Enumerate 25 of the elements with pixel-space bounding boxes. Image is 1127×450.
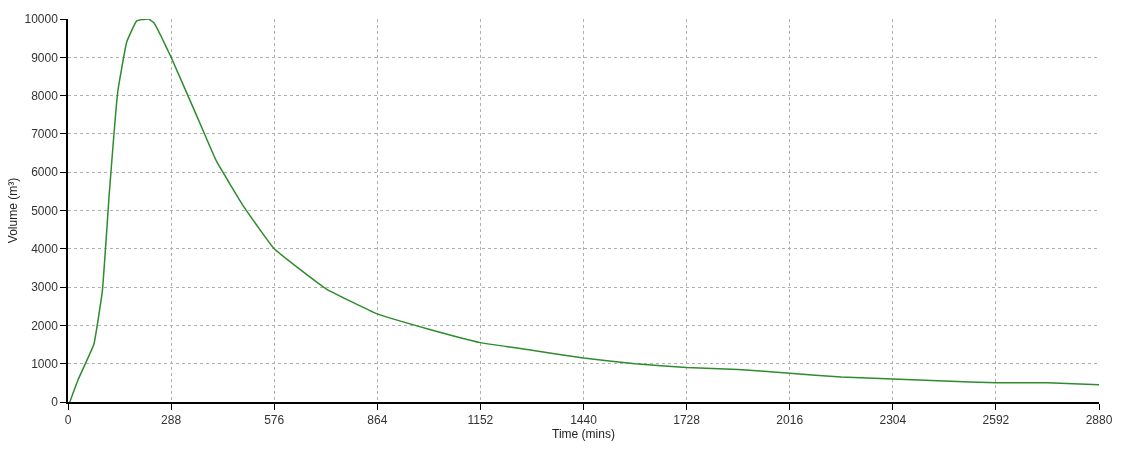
y-tick-label: 1000 <box>31 356 59 371</box>
x-tick-label: 288 <box>161 413 182 428</box>
line-series <box>69 19 1099 402</box>
x-tick-label: 1440 <box>570 413 598 428</box>
x-tick-label: 2592 <box>982 413 1010 428</box>
x-tick-label: 2304 <box>879 413 907 428</box>
y-tick-label: 4000 <box>31 242 59 256</box>
y-tick-label: 5000 <box>31 203 59 218</box>
y-tick-label: 2000 <box>31 318 59 333</box>
x-axis-title: Time (mins) <box>552 427 615 442</box>
x-tick-label: 576 <box>264 413 285 428</box>
y-tick-label: 0 <box>51 395 59 410</box>
y-axis-title: Volume (m³) <box>6 177 21 244</box>
y-tick-label: 7000 <box>31 127 59 142</box>
y-tick-label: 9000 <box>31 50 59 65</box>
x-tick-label: 1152 <box>467 413 494 428</box>
x-tick-label: 2016 <box>776 413 804 428</box>
y-tick-label: 8000 <box>31 88 59 103</box>
x-tick-label: 0 <box>64 413 72 428</box>
y-tick-label: 3000 <box>31 280 59 295</box>
x-tick-label: 1728 <box>673 413 701 428</box>
x-tick-label: 864 <box>367 413 388 428</box>
x-tick-label: 2880 <box>1085 413 1113 428</box>
y-tick-label: 10000 <box>24 12 59 27</box>
y-tick-label: 6000 <box>31 165 59 180</box>
